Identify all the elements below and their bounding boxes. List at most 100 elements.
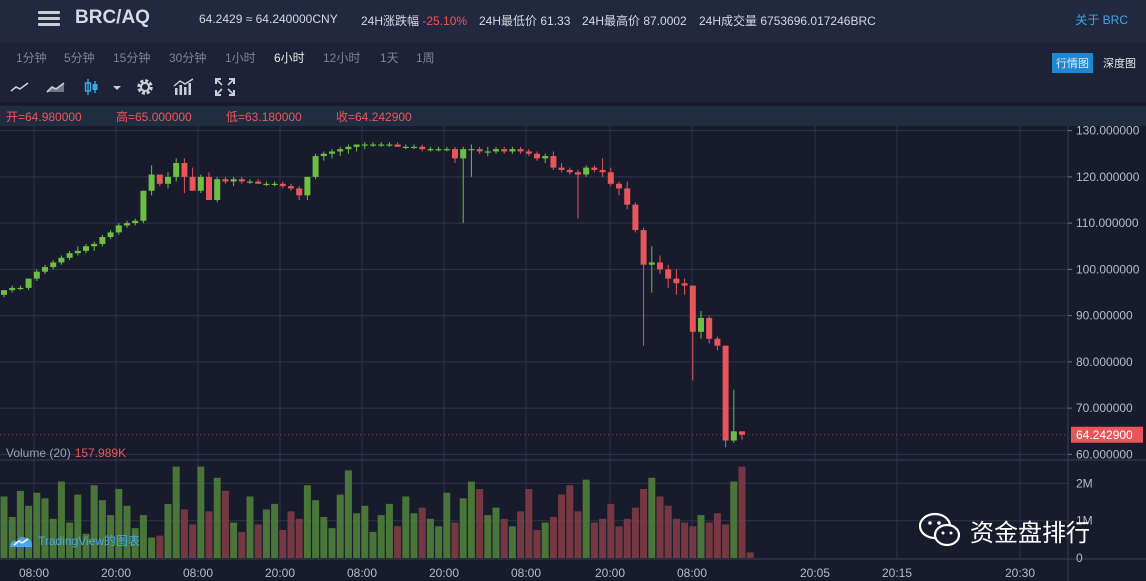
tab-depth-chart[interactable]: 深度图 xyxy=(1103,58,1136,70)
candle-body xyxy=(345,146,352,150)
timeframe-15m[interactable]: 15分钟 xyxy=(113,51,151,65)
timeframe-12h[interactable]: 12小时 xyxy=(323,51,361,65)
y-tick-label: 60.000000 xyxy=(1076,447,1133,461)
watermark-text: 资金盘排行 xyxy=(970,519,1090,547)
volume-bar xyxy=(410,513,418,558)
candle-body xyxy=(9,287,16,291)
tab-market-chart[interactable]: 行情图 xyxy=(1052,53,1093,73)
candle-body xyxy=(132,220,139,224)
candle-body xyxy=(107,232,114,237)
timeframe-1w[interactable]: 1周 xyxy=(416,51,435,65)
candle-body xyxy=(238,179,245,182)
candle-body xyxy=(1,290,7,295)
candle-body xyxy=(156,174,163,184)
candle-body xyxy=(50,262,57,268)
volume-bar xyxy=(451,522,459,558)
area-chart-icon[interactable] xyxy=(44,76,68,98)
volume-bar xyxy=(689,526,697,558)
volume-bar xyxy=(713,513,721,558)
candle-body xyxy=(148,174,155,191)
ohlc-close: 收=64.242900 xyxy=(336,110,412,124)
tradingview-attribution[interactable]: TradingView的图表 xyxy=(8,532,140,549)
candle-body xyxy=(624,188,631,205)
change-24h: 24H涨跌幅 -25.10% xyxy=(361,12,467,29)
candle-body xyxy=(394,144,401,147)
candle-body xyxy=(378,144,385,146)
volume-bar xyxy=(369,531,377,558)
candle-body xyxy=(206,176,212,200)
candle-body xyxy=(353,144,360,147)
timeframe-30m[interactable]: 30分钟 xyxy=(169,51,207,65)
volume-bar xyxy=(33,492,41,558)
candle-body xyxy=(550,156,557,168)
volume-bar xyxy=(172,466,180,558)
candle-body xyxy=(607,172,614,184)
candle-body xyxy=(501,149,508,152)
timeframe-1d[interactable]: 1天 xyxy=(380,51,399,65)
ohlc-open: 开=64.980000 xyxy=(6,110,82,124)
volume-bar xyxy=(123,505,131,558)
timeframe-6h[interactable]: 6小时 xyxy=(274,51,305,65)
volume-bar xyxy=(49,518,57,558)
volume-bar xyxy=(328,528,336,558)
candle-body xyxy=(648,262,655,265)
candle-body xyxy=(214,179,221,200)
volume-bar xyxy=(189,524,197,558)
volume-bar xyxy=(566,485,574,558)
current-price: 64.2429 ≈ 64.240000CNY xyxy=(199,12,338,26)
volume-bar xyxy=(353,513,361,558)
volume-bar xyxy=(681,522,689,558)
candle-body xyxy=(197,176,204,191)
x-tick-label: 08:00 xyxy=(677,566,707,580)
candle-body xyxy=(83,246,89,251)
candle-body xyxy=(279,183,286,187)
volume-bar xyxy=(582,479,590,558)
y-tick-label: 80.000000 xyxy=(1076,355,1133,369)
candle-body xyxy=(42,267,48,272)
candle-body xyxy=(493,149,499,152)
volume-bar xyxy=(377,515,385,558)
volume-bar xyxy=(197,466,205,558)
candle-body xyxy=(657,262,663,270)
x-tick-label: 20:30 xyxy=(1005,566,1035,580)
candle-icon[interactable] xyxy=(80,76,104,98)
tradingview-text: TradingView的图表 xyxy=(38,534,141,548)
volume-bar xyxy=(541,522,549,558)
volume-bar xyxy=(262,509,270,558)
candlestick-chart[interactable]: 08:00 20:00 08:00 20:00 08:00 20:00 08:00 20:00… xyxy=(0,126,1146,581)
y-tick-label: 120.000000 xyxy=(1076,170,1140,184)
candle-body xyxy=(681,283,688,286)
candle-body xyxy=(534,153,540,159)
candle-body xyxy=(484,151,491,153)
volume-bar xyxy=(66,522,74,558)
wechat-icon xyxy=(918,512,961,547)
candle-body xyxy=(124,223,130,226)
candle-body xyxy=(525,151,532,154)
volume-bar xyxy=(664,505,672,558)
about-link[interactable]: 关于 BRC xyxy=(1075,13,1128,27)
menu-icon[interactable] xyxy=(38,8,60,28)
volume-bar xyxy=(221,490,229,558)
dropdown-caret-icon[interactable] xyxy=(110,76,124,98)
indicators-icon[interactable] xyxy=(172,76,196,98)
timeframe-1m[interactable]: 1分钟 xyxy=(16,51,47,65)
volume-bar xyxy=(115,488,123,558)
fullscreen-icon[interactable] xyxy=(213,76,237,98)
line-chart-icon[interactable] xyxy=(8,76,32,98)
volume-bar xyxy=(443,492,451,558)
timeframe-5m[interactable]: 5分钟 xyxy=(64,51,95,65)
candle-body xyxy=(452,149,458,159)
gear-icon[interactable] xyxy=(133,76,157,98)
candle-body xyxy=(74,250,81,254)
candle-body xyxy=(427,149,434,151)
candle-body xyxy=(296,188,303,196)
x-tick-label: 08:00 xyxy=(19,566,49,580)
volume-bar xyxy=(271,503,279,558)
volume-bar xyxy=(385,503,393,558)
candle-body xyxy=(583,167,590,175)
timeframe-1h[interactable]: 1小时 xyxy=(225,51,256,65)
volume-bar xyxy=(640,488,648,558)
volume-bar xyxy=(599,518,607,558)
volume-bar xyxy=(139,515,147,558)
candle-body xyxy=(337,149,344,152)
